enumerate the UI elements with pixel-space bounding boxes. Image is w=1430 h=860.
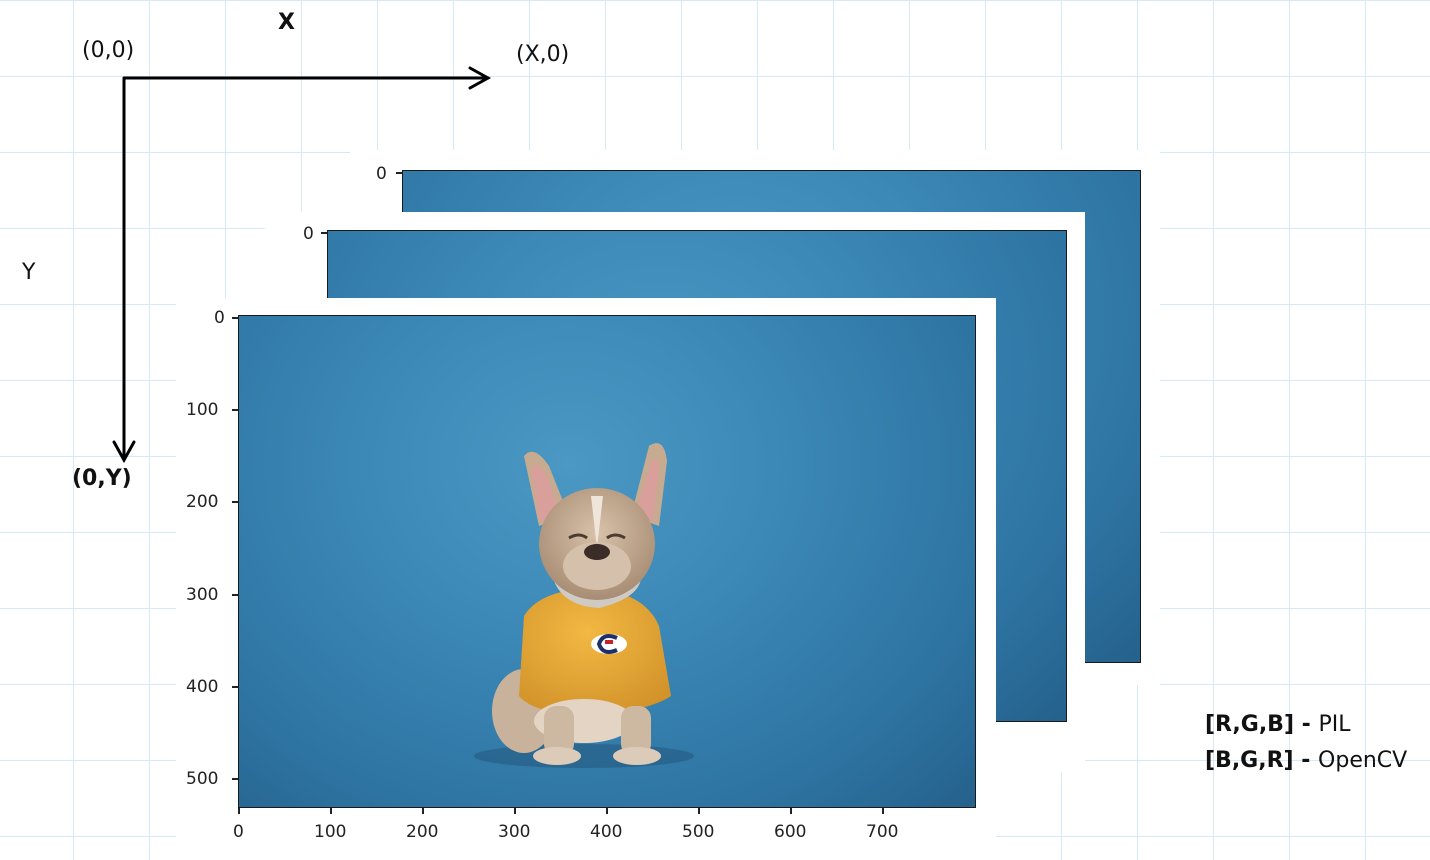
x-tick: 500 [682,822,715,842]
y-tick: 100 [186,400,219,420]
y-tick: 0 [214,308,225,328]
middle-layer-y-tick: 0 [303,224,314,244]
legend-order: [R,G,B] [1205,712,1294,737]
y-tick: 200 [186,492,219,512]
legend-separator: - [1293,748,1319,773]
y-end-label: (0,Y) [72,466,132,491]
x-tick: 100 [314,822,347,842]
legend-order: [B,G,R] [1205,748,1294,773]
legend-pil: [R,G,B] - PIL [1205,712,1350,737]
x-tick: 600 [774,822,807,842]
legend-separator: - [1294,712,1319,737]
y-tick: 400 [186,677,219,697]
x-axis-arrow [122,66,492,90]
legend-library: OpenCV [1318,748,1408,773]
x-tick: 400 [590,822,623,842]
back-layer-y-tick: 0 [376,164,387,184]
x-tick: 200 [406,822,439,842]
legend-library: PIL [1318,712,1351,737]
french-bulldog-image [474,443,694,768]
x-tick: 0 [233,822,244,842]
x-tick: 300 [498,822,531,842]
front-image-plot [238,315,976,808]
y-tick: 500 [186,769,219,789]
y-axis-arrow [112,76,136,464]
origin-label: (0,0) [82,38,135,63]
x-tick: 700 [866,822,899,842]
channel-layer-front: 0 100 200 300 400 500 0 100 200 300 400 … [176,298,996,860]
y-axis-title: Y [22,260,36,285]
y-tick: 300 [186,585,219,605]
x-end-label: (X,0) [516,42,570,67]
x-axis-title: X [278,10,295,35]
legend-opencv: [B,G,R] - OpenCV [1205,748,1407,773]
